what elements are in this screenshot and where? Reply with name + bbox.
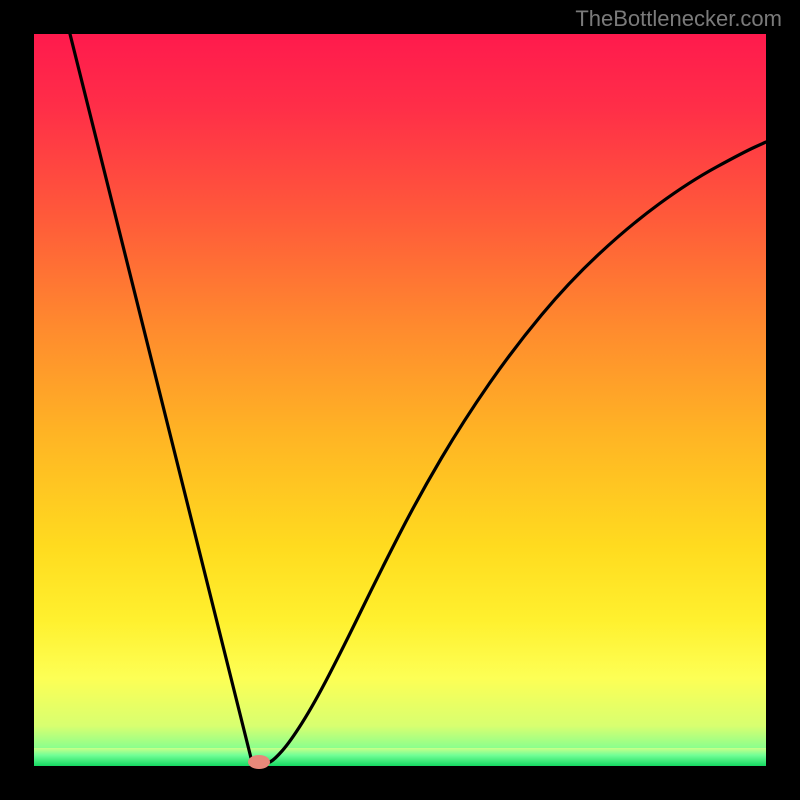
plot-area	[34, 34, 766, 766]
watermark-text: TheBottlenecker.com	[575, 6, 782, 32]
min-marker	[248, 755, 270, 769]
curve-layer	[34, 34, 766, 766]
curve-path	[70, 34, 766, 764]
